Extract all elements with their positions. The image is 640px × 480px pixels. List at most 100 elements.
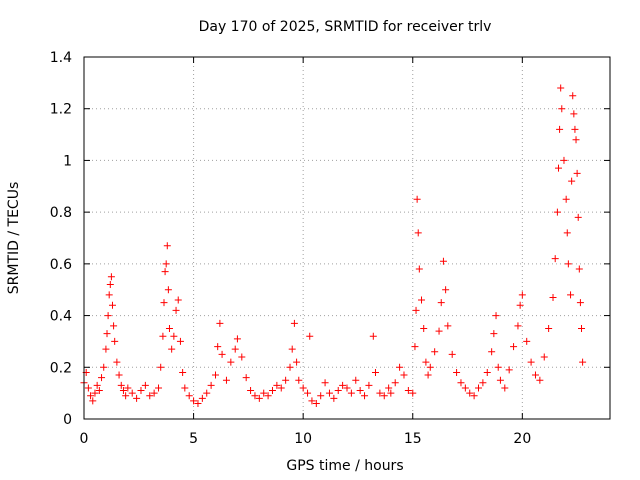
data-point [304, 389, 312, 397]
data-point [523, 337, 531, 345]
data-point [162, 260, 170, 268]
data-point [483, 368, 491, 376]
data-point [442, 286, 450, 294]
data-point [312, 399, 320, 407]
data-point [164, 286, 172, 294]
y-tick-label: 1 [63, 153, 72, 169]
data-point [479, 379, 487, 387]
y-tick-label: 0.2 [50, 360, 72, 376]
data-point [117, 381, 125, 389]
data-point [518, 291, 526, 299]
data-point [159, 332, 167, 340]
points-layer [80, 84, 587, 407]
data-point [567, 291, 575, 299]
data-point [89, 397, 97, 405]
data-point [391, 379, 399, 387]
data-point [198, 394, 206, 402]
data-point [170, 332, 178, 340]
data-point [102, 345, 110, 353]
data-point [558, 105, 566, 113]
data-point [161, 268, 169, 276]
data-point [457, 379, 465, 387]
data-point [93, 381, 101, 389]
data-point [554, 164, 562, 172]
data-point [496, 376, 504, 384]
data-point [531, 371, 539, 379]
data-point [380, 392, 388, 400]
data-point [400, 371, 408, 379]
data-point [214, 343, 222, 351]
data-point [505, 366, 513, 374]
data-point [461, 384, 469, 392]
y-tick-label: 0 [63, 412, 72, 428]
data-point [516, 301, 524, 309]
data-point [426, 363, 434, 371]
y-tick-label: 0.8 [50, 205, 72, 221]
data-point [260, 389, 268, 397]
data-point [128, 389, 136, 397]
data-point [356, 387, 364, 395]
data-point [424, 371, 432, 379]
data-point [475, 384, 482, 392]
data-point [365, 381, 373, 389]
data-point [119, 387, 127, 395]
data-point [212, 371, 219, 379]
data-point [157, 363, 165, 371]
data-point [562, 195, 570, 203]
data-point [490, 330, 498, 338]
data-point [570, 110, 578, 118]
data-point [540, 353, 548, 361]
data-point [172, 306, 180, 314]
data-point [396, 363, 404, 371]
ticks-layer: 0 5 10 15 20 0 0.2 0.4 0.6 0.8 1 1.2 1.4 [50, 50, 610, 447]
data-point [231, 345, 239, 353]
data-point [557, 84, 565, 92]
data-point [84, 384, 92, 392]
data-point [549, 293, 557, 301]
data-point [572, 136, 580, 144]
data-point [95, 387, 103, 395]
data-point [207, 381, 215, 389]
data-point [227, 358, 235, 366]
data-point [104, 312, 112, 320]
data-point [334, 387, 342, 395]
data-point [290, 319, 298, 327]
data-point [264, 392, 272, 400]
data-point [437, 299, 445, 307]
data-point [163, 242, 171, 250]
data-point [165, 325, 173, 332]
data-point [568, 177, 576, 185]
y-tick-label: 0.4 [50, 309, 72, 325]
data-point [108, 301, 116, 309]
data-point [299, 384, 307, 392]
data-point [87, 392, 95, 400]
data-point [453, 368, 461, 376]
data-point [111, 337, 119, 345]
data-point [233, 335, 241, 343]
data-point [576, 299, 584, 307]
data-point [536, 376, 544, 384]
data-point [575, 265, 583, 273]
plot-frame [83, 56, 611, 420]
data-point [113, 358, 121, 366]
data-point [560, 156, 568, 164]
data-point [466, 389, 474, 397]
data-point [564, 260, 572, 268]
y-tick-label: 0.6 [50, 257, 72, 273]
data-point [556, 125, 564, 133]
data-point [411, 343, 419, 351]
data-point [181, 384, 189, 392]
data-point [569, 92, 577, 100]
data-point [470, 392, 478, 400]
data-point [137, 387, 145, 395]
data-point [414, 229, 422, 237]
data-point [404, 387, 412, 395]
data-point [579, 358, 587, 366]
data-point [418, 296, 426, 304]
data-point [203, 389, 211, 397]
data-point [107, 273, 115, 281]
data-point [409, 389, 417, 397]
data-point [317, 392, 325, 400]
data-point [306, 332, 314, 340]
